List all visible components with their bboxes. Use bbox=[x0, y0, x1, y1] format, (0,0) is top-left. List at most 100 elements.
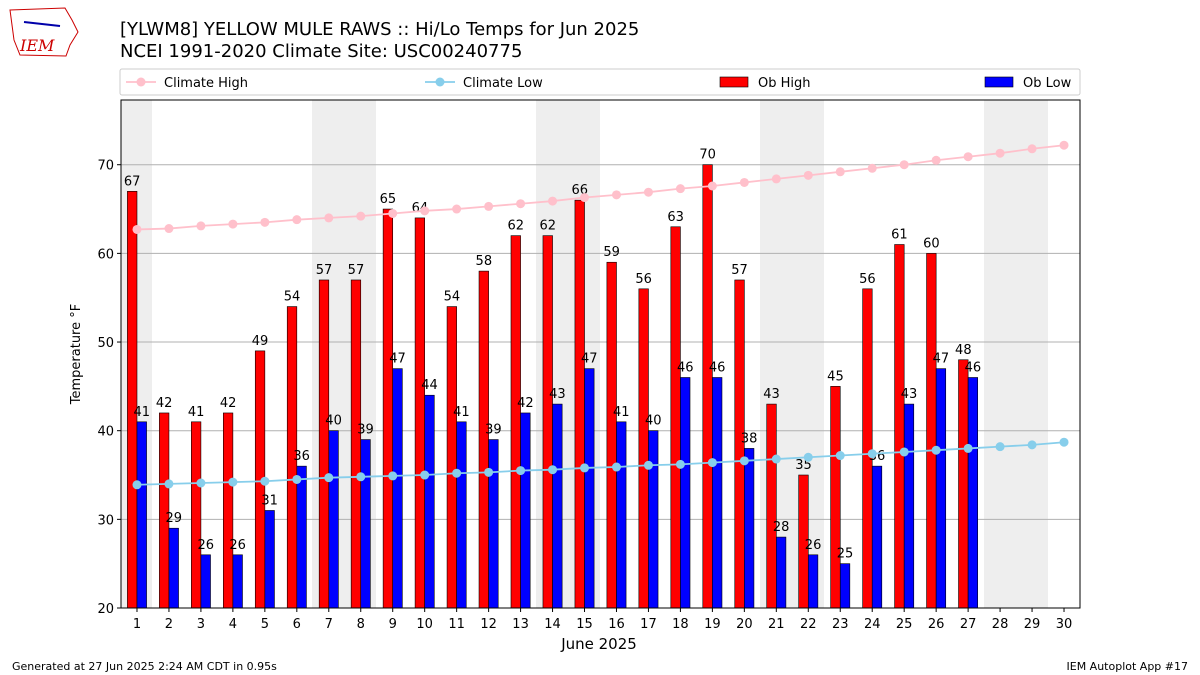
data-label: 57 bbox=[316, 263, 333, 278]
line-point bbox=[1059, 140, 1069, 150]
line-point bbox=[963, 443, 973, 453]
bar bbox=[926, 253, 937, 609]
data-label: 43 bbox=[901, 387, 918, 402]
data-label: 47 bbox=[389, 352, 406, 367]
data-label: 43 bbox=[763, 387, 780, 402]
line-point bbox=[707, 181, 717, 191]
x-tick-label: 20 bbox=[736, 617, 753, 632]
data-label: 63 bbox=[667, 210, 684, 225]
data-label: 36 bbox=[293, 449, 310, 464]
line-point bbox=[931, 155, 941, 165]
data-label: 26 bbox=[805, 538, 822, 553]
bar bbox=[967, 377, 979, 609]
data-label: 60 bbox=[923, 236, 940, 251]
line-point bbox=[228, 477, 238, 487]
line-point bbox=[164, 479, 174, 489]
x-tick-label: 14 bbox=[544, 617, 561, 632]
logo-text: IEM bbox=[19, 36, 55, 55]
x-tick-label: 5 bbox=[261, 617, 269, 632]
line bbox=[136, 441, 1065, 486]
x-tick-label: 30 bbox=[1056, 617, 1073, 632]
legend-swatch bbox=[719, 76, 749, 88]
bar bbox=[744, 448, 755, 609]
data-label: 47 bbox=[933, 352, 950, 367]
x-tick-label: 8 bbox=[357, 617, 365, 632]
data-label: 49 bbox=[252, 334, 269, 349]
data-label: 48 bbox=[955, 343, 972, 358]
x-tick-label: 7 bbox=[325, 617, 333, 632]
data-label: 67 bbox=[124, 174, 141, 189]
data-label: 46 bbox=[677, 360, 694, 375]
data-label: 54 bbox=[284, 290, 301, 305]
bar bbox=[903, 403, 915, 609]
data-label: 35 bbox=[795, 458, 812, 473]
line-point bbox=[1027, 144, 1037, 154]
data-label: 57 bbox=[731, 263, 748, 278]
y-axis-label: Temperature °F bbox=[69, 304, 84, 405]
data-label: 59 bbox=[603, 245, 620, 260]
bar bbox=[168, 527, 179, 609]
bar bbox=[382, 208, 394, 609]
bar bbox=[318, 279, 330, 609]
data-label: 31 bbox=[261, 493, 278, 508]
data-label: 43 bbox=[549, 387, 566, 402]
data-label: 41 bbox=[188, 405, 205, 420]
bar bbox=[191, 421, 202, 609]
data-label: 56 bbox=[635, 272, 652, 287]
x-tick-label: 23 bbox=[832, 617, 849, 632]
line-point bbox=[931, 445, 941, 455]
x-axis-label: June 2025 bbox=[560, 635, 637, 653]
data-label: 41 bbox=[453, 405, 470, 420]
data-label: 28 bbox=[773, 520, 790, 535]
line-point bbox=[771, 454, 781, 464]
line-point bbox=[260, 476, 270, 486]
line-point bbox=[899, 160, 909, 170]
legend-swatch bbox=[136, 77, 146, 87]
line-point bbox=[739, 456, 749, 466]
data-label: 39 bbox=[485, 423, 502, 438]
chart-subtitle: NCEI 1991-2020 Climate Site: USC00240775 bbox=[120, 41, 522, 62]
x-tick-label: 19 bbox=[704, 617, 721, 632]
line-point bbox=[1059, 437, 1069, 447]
x-tick-label: 2 bbox=[165, 617, 173, 632]
bar bbox=[296, 465, 307, 609]
footer-right: IEM Autoplot App #17 bbox=[1067, 660, 1189, 673]
line-point bbox=[995, 442, 1005, 452]
line-point bbox=[867, 449, 877, 459]
line-point bbox=[420, 206, 430, 216]
legend-label: Ob Low bbox=[1023, 76, 1072, 91]
line-point bbox=[388, 471, 398, 481]
chart-title: [YLWM8] YELLOW MULE RAWS :: Hi/Lo Temps … bbox=[120, 19, 639, 40]
x-tick-label: 24 bbox=[864, 617, 881, 632]
legend-label: Ob High bbox=[758, 76, 811, 91]
line-point bbox=[356, 472, 366, 482]
x-tick-label: 9 bbox=[389, 617, 397, 632]
line-point bbox=[995, 148, 1005, 158]
line-point bbox=[963, 152, 973, 162]
bar bbox=[871, 465, 883, 609]
line-point bbox=[452, 204, 462, 214]
bar bbox=[478, 270, 489, 609]
x-tick-label: 13 bbox=[512, 617, 529, 632]
line-point bbox=[292, 215, 302, 225]
line-point bbox=[196, 221, 206, 231]
data-label: 65 bbox=[380, 192, 397, 207]
data-label: 56 bbox=[859, 272, 876, 287]
data-label: 62 bbox=[508, 219, 525, 234]
y-tick-label: 50 bbox=[97, 336, 114, 351]
x-tick-label: 15 bbox=[576, 617, 593, 632]
line-point bbox=[356, 211, 366, 221]
line-point bbox=[516, 199, 526, 209]
line-point bbox=[580, 193, 590, 203]
line-point bbox=[771, 174, 781, 184]
x-tick-label: 12 bbox=[480, 617, 497, 632]
data-label: 57 bbox=[348, 263, 365, 278]
line-point bbox=[132, 224, 142, 234]
line-point bbox=[643, 460, 653, 470]
bar bbox=[958, 359, 969, 609]
line-point bbox=[580, 463, 590, 473]
bar bbox=[574, 199, 585, 609]
data-label: 44 bbox=[421, 378, 438, 393]
